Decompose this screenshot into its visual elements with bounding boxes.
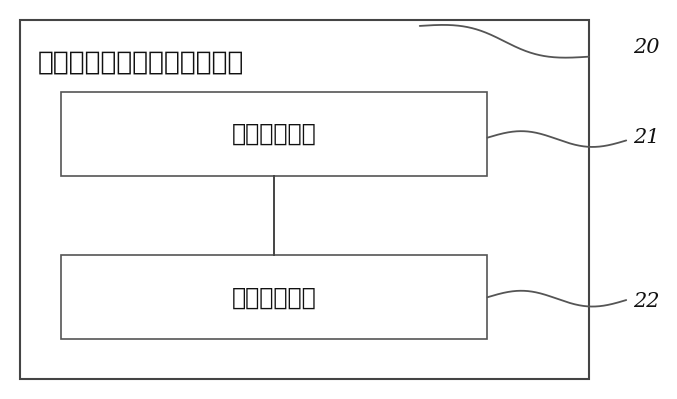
Bar <box>20 20 589 379</box>
Text: 20: 20 <box>633 38 660 57</box>
Bar <box>61 255 487 339</box>
Text: 第二验证模块: 第二验证模块 <box>232 285 317 309</box>
Bar <box>61 92 487 176</box>
Text: 21: 21 <box>633 128 660 147</box>
Text: 22: 22 <box>633 292 660 311</box>
Text: 芯片引脚复用模块的验证装置: 芯片引脚复用模块的验证装置 <box>37 50 244 76</box>
Text: 第一验证模块: 第一验证模块 <box>232 122 317 146</box>
